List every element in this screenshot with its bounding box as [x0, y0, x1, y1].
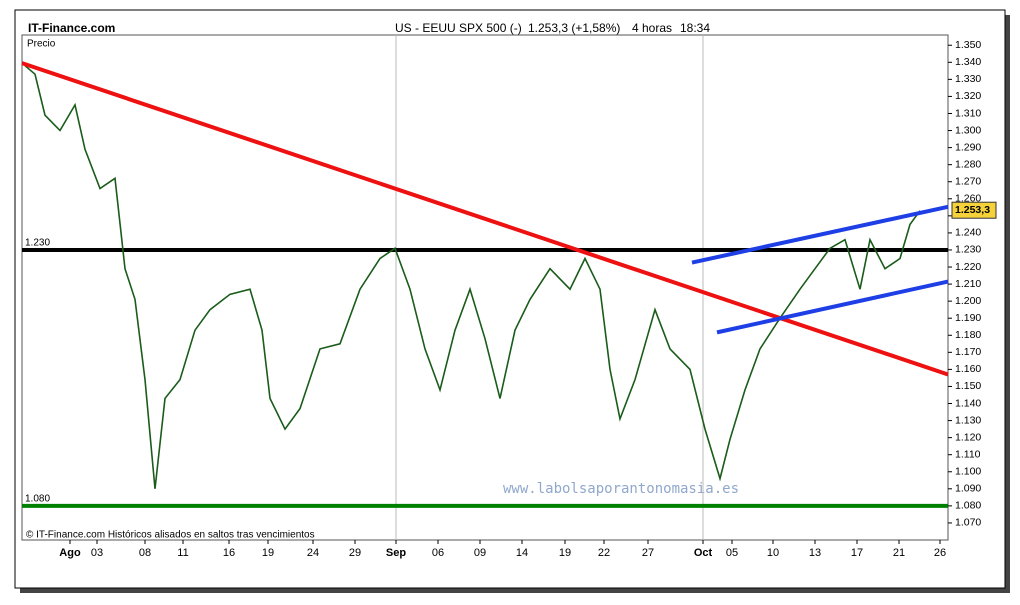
trendline	[716, 279, 949, 335]
x-tick-label: 03	[91, 547, 103, 559]
y-tick-label: 1.100	[955, 466, 981, 478]
chart-title: US - EEUU SPX 500 (-)	[395, 21, 522, 35]
y-tick-label: 1.190	[955, 312, 981, 324]
x-tick-label: 13	[809, 547, 821, 559]
level-label: 1.230	[25, 238, 50, 249]
x-tick-label: 27	[642, 547, 654, 559]
x-tick-label: 05	[726, 547, 738, 559]
y-tick-label: 1.340	[955, 56, 981, 68]
x-tick-label: 14	[516, 547, 528, 559]
level-label: 1.080	[25, 494, 50, 505]
y-tick-label: 1.350	[955, 39, 981, 51]
y-tick-label: 1.090	[955, 483, 981, 495]
time: 18:34	[680, 21, 710, 35]
y-tick-label: 1.070	[955, 517, 981, 529]
price-line	[24, 65, 921, 489]
y-tick-label: 1.330	[955, 73, 981, 85]
trendline	[691, 204, 949, 265]
x-tick-label: 10	[767, 547, 779, 559]
y-tick-label: 1.310	[955, 107, 981, 119]
x-tick-label: 26	[934, 547, 946, 559]
y-tick-label: 1.210	[955, 278, 981, 290]
y-tick-label: 1.110	[955, 448, 981, 460]
x-tick-label: 11	[177, 547, 188, 559]
x-tick-label: 19	[559, 547, 571, 559]
y-tick-label: 1.170	[955, 346, 981, 358]
watermark: www.labolsaporantonomasia.es	[503, 481, 739, 497]
x-tick-label: 19	[262, 547, 274, 559]
x-tick-label: 21	[893, 547, 905, 559]
y-tick-label: 1.320	[955, 90, 981, 102]
y-tick-label: 1.300	[955, 124, 981, 136]
y-tick-label: 1.290	[955, 141, 981, 153]
x-tick-label: 08	[139, 547, 151, 559]
interval: 4 horas	[632, 21, 672, 35]
x-tick-label: 22	[598, 547, 610, 559]
y-tick-label: 1.130	[955, 414, 981, 426]
y-tick-label: 1.200	[955, 295, 981, 307]
y-tick-label: 1.180	[955, 329, 981, 341]
x-tick-label: 16	[223, 547, 235, 559]
x-tick-label: 24	[307, 547, 319, 559]
site-name: IT-Finance.com	[28, 21, 115, 35]
y-tick-label: 1.080	[955, 500, 981, 512]
trendline	[21, 61, 949, 377]
x-tick-label: 09	[474, 547, 486, 559]
y-tick-label: 1.150	[955, 380, 981, 392]
y-tick-label: 1.230	[955, 244, 981, 256]
y-tick-label: 1.220	[955, 261, 981, 273]
y-tick-label: 1.140	[955, 397, 981, 409]
x-tick-label: 17	[851, 547, 863, 559]
x-tick-label: Ago	[59, 547, 81, 559]
footer: © IT-Finance.com Históricos alisados en …	[26, 530, 315, 541]
x-tick-label: Sep	[386, 547, 406, 559]
y-tick-label: 1.260	[955, 193, 981, 205]
y-tick-label: 1.160	[955, 363, 981, 375]
y-tick-label: 1.280	[955, 158, 981, 170]
y-tick-label: 1.240	[955, 227, 981, 239]
y-tick-label: 1.120	[955, 431, 981, 443]
x-tick-label: 29	[349, 547, 361, 559]
y-label: Precio	[27, 39, 56, 50]
x-tick-label: 06	[432, 547, 444, 559]
y-tick-label: 1.270	[955, 176, 981, 188]
plot-area	[21, 34, 949, 541]
last-price-label: 1.253,3	[955, 204, 990, 216]
last-price-box	[951, 201, 997, 219]
x-tick-label: Oct	[694, 547, 713, 559]
quote: 1.253,3 (+1,58%)	[528, 21, 620, 35]
